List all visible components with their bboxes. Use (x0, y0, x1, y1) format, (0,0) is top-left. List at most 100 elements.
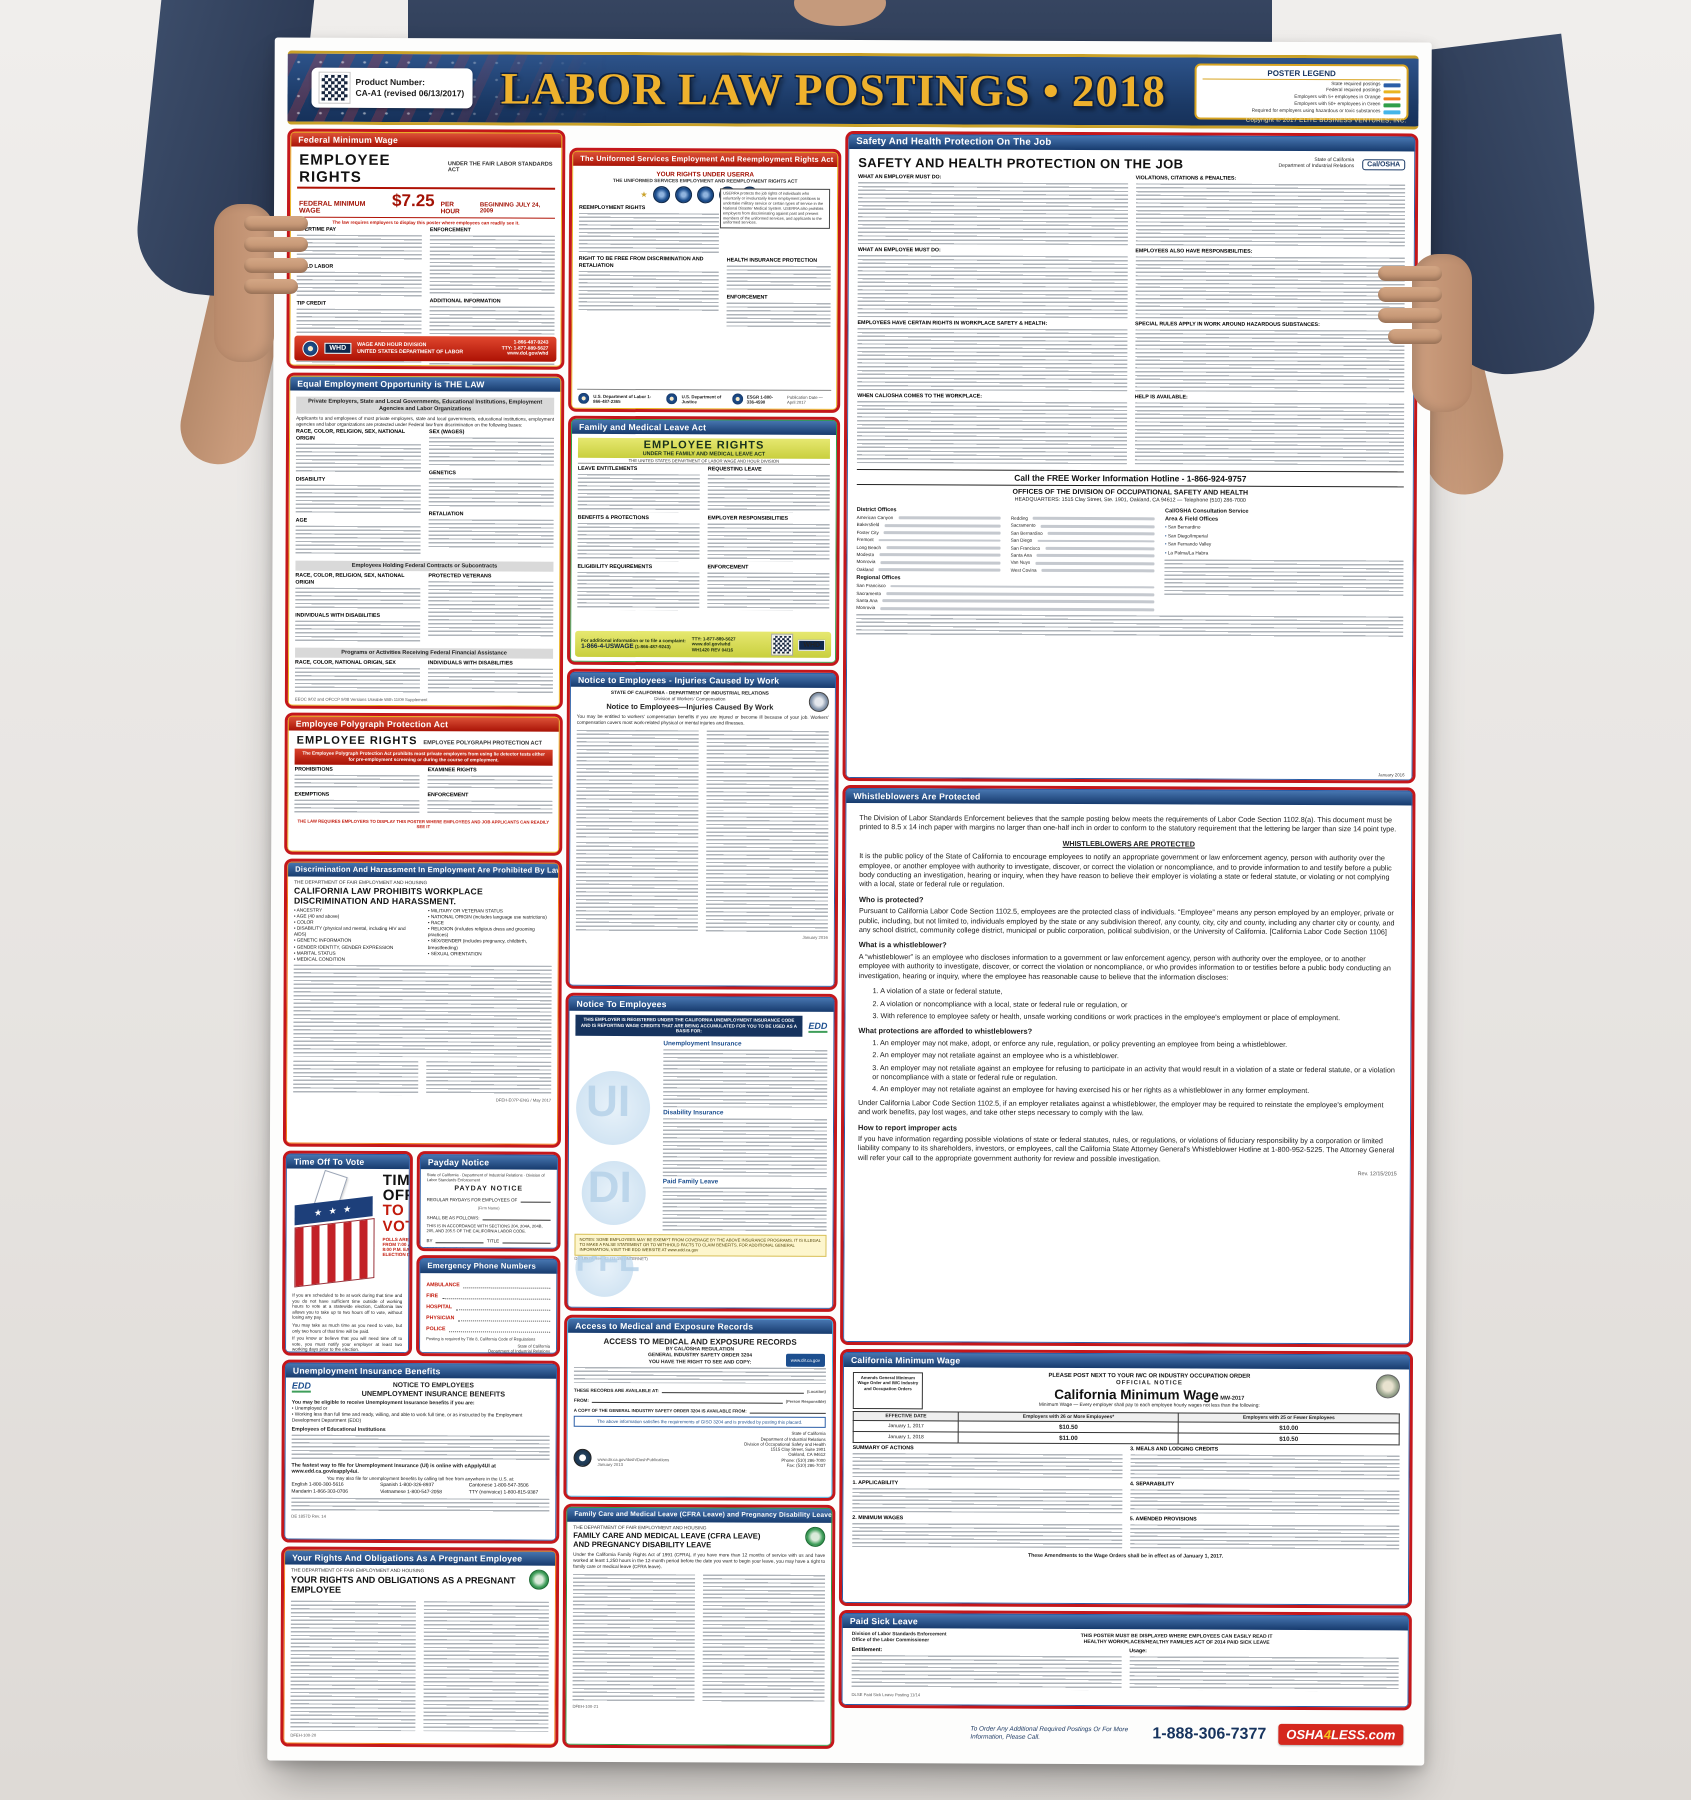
subheading: HEALTH INSURANCE PROTECTION (727, 257, 831, 291)
legend-title: POSTER LEGEND (1202, 68, 1401, 80)
subheading: Usage: (1129, 1648, 1399, 1691)
text-lines (702, 1574, 826, 1703)
headline-2: AND PREGNANCY DISABILITY LEAVE (573, 1539, 712, 1550)
fastest-way-line: The fastest way to file for Unemployment… (291, 1462, 496, 1475)
headline: YOUR RIGHTS UNDER USERRA (656, 171, 755, 179)
section-title: The Uniformed Services Employment And Re… (572, 150, 839, 167)
phone-entry: Mandarin 1-866-303-0706 (291, 1489, 348, 1495)
fmla-headline-band: EMPLOYEE RIGHTS UNDER THE FAMILY AND MED… (577, 437, 831, 459)
protections-heading: What protections are afforded to whistle… (858, 1026, 1033, 1037)
whd-logo: WHD (798, 639, 826, 651)
program-heading: Unemployment Insurance (663, 1039, 742, 1048)
disclosure-list: 1. A violation of a state or federal sta… (858, 986, 1397, 1023)
labor-law-poster: Product Number: CA-A1 (revised 06/13/201… (267, 37, 1432, 1766)
labor-code-line: THIS IS IN ACCORDANCE WITH SECTIONS 204,… (426, 1222, 543, 1234)
from-label: FROM: (573, 1398, 589, 1404)
eligibility-intro: You may be eligible to receive Unemploym… (291, 1399, 475, 1407)
text-lines (426, 1060, 552, 1096)
agency-line2: Office of the Labor Commissioner (851, 1638, 930, 1644)
polls-open-line: POLLS ARE OPEN FROM 7:00 A.M. TO 8:00 P.… (382, 1236, 410, 1258)
subheading: WHAT AN EMPLOYER MUST DO: (858, 174, 1128, 245)
section-california-minimum-wage: California Minimum Wage Amends General M… (838, 1348, 1414, 1609)
text-lines (293, 964, 552, 1058)
brand-mid: 4 (1323, 1727, 1332, 1743)
product-label: Product Number: (355, 76, 426, 88)
phone-grid: English 1-800-300-5616 Spanish 1-800-326-… (291, 1481, 549, 1496)
emergency-field: AMBULANCE (426, 1282, 460, 1289)
table-row: January 1, 2018 $11.00 $10.50 (853, 1431, 1400, 1445)
order-note: To Order Any Additional Required Posting… (970, 1725, 1129, 1741)
headline-sub: THE UNIFORMED SERVICES EMPLOYMENT AND RE… (612, 178, 798, 185)
section-fmla: Family and Medical Leave Act EMPLOYEE RI… (567, 415, 841, 666)
subheading: HELP IS AVAILABLE: (1134, 394, 1404, 465)
subheading: AGE (296, 517, 421, 556)
document-code: DLSE 8 (Rev. 05-12) (426, 1246, 465, 1248)
subheading: EMPLOYER RESPONSIBILITIES (707, 515, 829, 562)
section-userra: The Uniformed Services Employment And Re… (568, 147, 842, 413)
subheading: 4. SEPARABILITY (1130, 1481, 1400, 1514)
subheading: 2. MINIMUM WAGES (852, 1515, 1122, 1548)
fmla-web: www.dol.gov/whd (691, 641, 731, 647)
calosha-seal-icon (573, 1449, 592, 1468)
text-lines (573, 1367, 826, 1385)
dwc-seal-icon (808, 691, 829, 712)
subheading: RACE, COLOR, RELIGION, SEX, NATIONAL ORI… (295, 573, 420, 610)
fmla-code: WH1420 REV 04/16 (691, 647, 734, 653)
field-label: SHALL BE AS FOLLOWS: (426, 1214, 480, 1221)
protections-list: 1. An employer may not make, adopt, or e… (858, 1038, 1397, 1096)
protection-item: 3. An employer may not retaliate against… (872, 1062, 1395, 1082)
subheading: SUMMARY OF ACTIONS (852, 1445, 1122, 1478)
order-phone: 1-888-306-7377 (1152, 1724, 1267, 1743)
section-title: Employee Polygraph Protection Act (287, 715, 560, 732)
policy-paragraph: It is the public policy of the State of … (859, 851, 1392, 890)
legend-items: State required postings Federal required … (1202, 81, 1401, 116)
field-label: BY (426, 1238, 433, 1244)
military-emblem-icon (696, 186, 714, 204)
emergency-field: HOSPITAL (426, 1304, 453, 1311)
person-hint: (Person Responsible) (785, 1398, 826, 1405)
who-paragraph: Pursuant to California Labor Code Sectio… (858, 906, 1395, 937)
protected-category: RELIGION (includes religious dress and g… (428, 926, 552, 939)
headline: CALIFORNIA LAW PROHIBITS WORKPLACE DISCR… (293, 885, 483, 907)
section-title: Family and Medical Leave Act (571, 418, 838, 435)
military-emblem-icon (652, 186, 670, 204)
section-title: Access to Medical and Exposure Records (567, 1317, 834, 1334)
section-access-medical-records: Access to Medical and Exposure Records w… (563, 1314, 837, 1501)
text-lines (662, 1117, 828, 1177)
section-safety-health-protection: Safety And Health Protection On The Job … (842, 130, 1419, 784)
effective-date: January 1, 2017 (853, 1420, 959, 1432)
osha4less-logo: OSHA4LESS.com (1278, 1723, 1404, 1746)
headquarters-line: HEADQUARTERS: 1515 Clay Street, Ste. 190… (1014, 496, 1246, 504)
field-label: REGULAR PAYDAYS FOR EMPLOYEES OF (426, 1196, 518, 1203)
org-label: U.S. Department of Labor 1-866-487-2365 (593, 393, 652, 404)
disclosure-item: 2. A violation or noncompliance with a l… (872, 998, 1128, 1009)
vote-paragraph: You may take as much time as you need to… (292, 1322, 403, 1334)
protected-category: SEX/GENDER (includes pregnancy, childbir… (428, 939, 552, 952)
division-line: Division of Workers' Compensation (654, 696, 726, 702)
audience-band: Private Employers, State and Local Gover… (296, 396, 555, 415)
subheading: WHEN CAL/OSHA COMES TO THE WORKPLACE: (857, 393, 1127, 464)
vote-paragraph: If you know or believe that you will nee… (292, 1335, 403, 1353)
effect-note: These Amendments to the Wage Orders shal… (1027, 1552, 1224, 1560)
protected-categories: ANCESTRYAGE (40 and above)COLORDISABILIT… (294, 908, 552, 964)
address-line: Fax: (510) 286-7037 (786, 1462, 826, 1468)
poster-footer: To Order Any Additional Required Posting… (838, 1712, 1411, 1751)
eligibility-bullet: • Working less than full time and ready,… (291, 1412, 523, 1424)
registration-banner: THIS EMPLOYER IS REGISTERED UNDER THE CA… (575, 1014, 803, 1037)
subheading: INDIVIDUALS WITH DISABILITIES (428, 661, 553, 696)
exemption-note: NOTES: SOME EMPLOYEES MAY BE EXEMPT FROM… (574, 1233, 827, 1257)
document-code: DE 1857D Rev. 14 (291, 1513, 326, 1519)
vote-paragraph: If you are scheduled to be at work durin… (292, 1292, 403, 1321)
column-middle: The Uniformed Services Employment And Re… (562, 130, 842, 1749)
section-title: Equal Employment Opportunity is THE LAW (289, 375, 562, 392)
subheading: DISABILITY (296, 476, 421, 515)
brand-prefix: OSHA (1286, 1726, 1324, 1743)
fmla-footer-bar: For additional information or to file a … (575, 630, 832, 658)
regional-office: Monrovia (856, 604, 1154, 613)
subheading: SPECIAL RULES APPLY IN WORK AROUND HAZAR… (1135, 321, 1405, 392)
edd-logo: EDD (291, 1380, 311, 1393)
section-unemployment-insurance: Unemployment Insurance Benefits EDD NOTI… (281, 1359, 560, 1544)
area-office: La Palma/La Habra (1165, 549, 1404, 559)
